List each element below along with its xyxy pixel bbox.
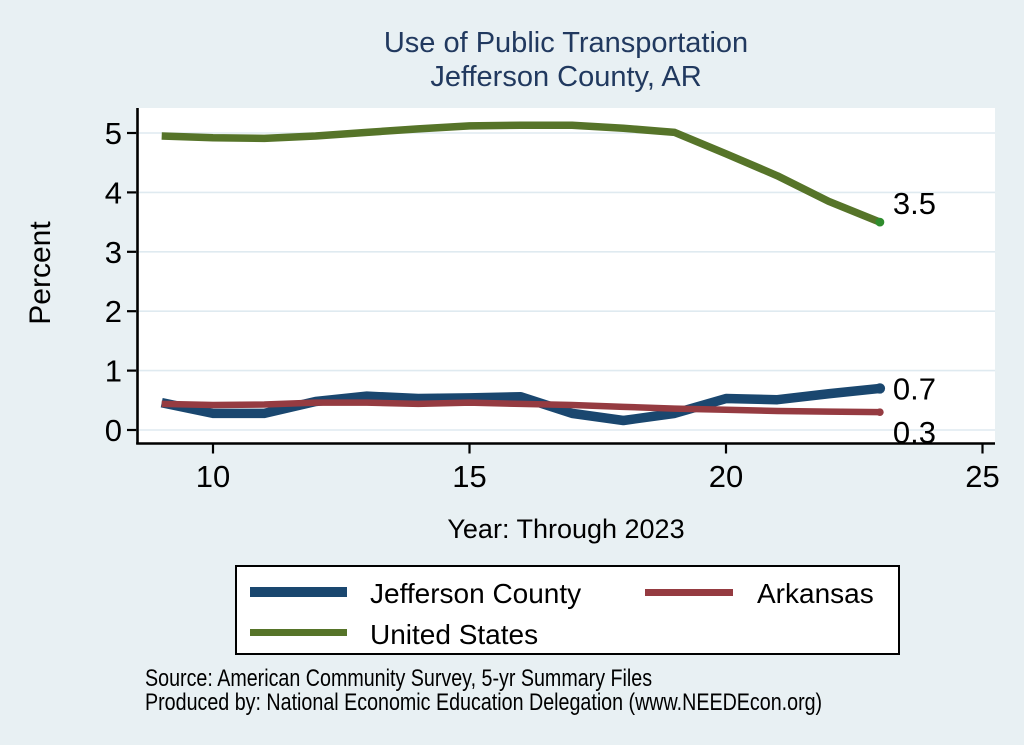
legend-label-arkansas: Arkansas (757, 578, 874, 609)
series-line-united-states (161, 121, 882, 226)
y-tick-label: 2 (105, 294, 122, 329)
y-tick-label: 5 (105, 116, 122, 151)
end-label-jefferson-county: 0.7 (893, 371, 936, 406)
end-marker-united-states (875, 217, 885, 227)
x-axis-subtitle: Year: Through 2023 (447, 514, 685, 544)
series-line-arkansas (161, 399, 880, 416)
legend-label-jefferson-county: Jefferson County (370, 578, 582, 609)
y-tick-label: 3 (105, 235, 122, 270)
source-line1: Source: American Community Survey, 5-yr … (145, 665, 653, 692)
series-line-jefferson-county (160, 383, 881, 426)
x-tick-label: 15 (452, 459, 486, 494)
gridlines (139, 132, 995, 431)
y-tick-label: 4 (105, 175, 122, 210)
y-axis-ticks: 0 1 2 3 4 5 (105, 116, 137, 448)
end-marker-arkansas (876, 408, 884, 416)
end-label-arkansas: 0.3 (893, 415, 936, 450)
x-axis-ticks: 10 15 20 25 (196, 444, 1000, 494)
source-note: Source: American Community Survey, 5-yr … (145, 667, 971, 715)
axes (136, 108, 995, 445)
chart-title: Use of Public Transportation Jefferson C… (137, 26, 995, 94)
legend-swatch-united-states (250, 629, 347, 636)
x-tick-label: 25 (965, 459, 999, 494)
chart-title-line1: Use of Public Transportation (383, 27, 749, 59)
source-line2: Produced by: National Economic Education… (145, 689, 823, 716)
legend-label-united-states: United States (370, 619, 539, 650)
legend-swatch-arkansas (645, 589, 733, 596)
x-tick-label: 20 (709, 459, 743, 494)
legend-box: Jefferson County Arkansas United States (235, 565, 900, 655)
end-marker-jefferson-county (874, 383, 886, 394)
legend-swatch-jefferson-county (250, 587, 347, 597)
chart-title-line2: Jefferson County, AR (430, 61, 702, 93)
x-tick-label: 10 (196, 459, 230, 494)
end-label-united-states: 3.5 (893, 186, 936, 221)
y-tick-label: 0 (105, 413, 122, 448)
y-tick-label: 1 (105, 354, 122, 389)
